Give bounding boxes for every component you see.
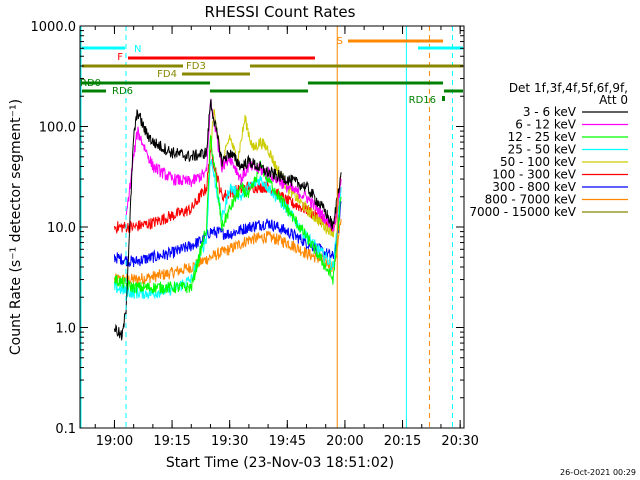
legend: Det 1f,3f,4f,5f,6f,9f, Att 0 3 - 6 keV6 … [469,81,628,219]
series-line-2 [113,134,342,295]
y-tick-label-4: 1000.0 [31,20,77,35]
y-tick-label-3: 100.0 [39,121,76,136]
legend-label-7: 800 - 7000 keV [485,193,577,207]
x-tick-label-0: 19:00 [96,434,133,449]
annotation-label-RD0: RD0 [80,78,101,89]
x-tick-label-5: 20:15 [384,434,421,449]
series-line-1 [125,98,342,232]
annotation-label-RD6: RD6 [112,86,133,97]
legend-label-5: 100 - 300 keV [492,168,576,182]
series-line-7 [113,218,342,285]
x-tick-label-6: 20:30 [441,434,478,449]
legend-label-2: 12 - 25 keV [508,130,577,144]
legend-label-8: 7000 - 15000 keV [469,205,576,219]
legend-label-1: 6 - 12 keV [515,118,577,132]
y-tick-label-0: 0.1 [55,422,76,437]
series-line-4 [210,108,342,238]
timestamp: 26-Oct-2021 00:29 [560,468,636,477]
x-tick-label-2: 19:30 [211,434,248,449]
y-tick-label-1: 1.0 [55,322,76,337]
annotation-label-RD16: RD16 [409,95,436,106]
legend-header-2: Att 0 [599,93,628,107]
y-axis-label: Count Rate (s⁻¹ detector segment⁻¹) [8,99,24,355]
annotation-label-FD3: FD3 [186,61,206,72]
annotation-label-FD4: FD4 [157,69,177,80]
legend-header-1: Det 1f,3f,4f,5f,6f,9f, [509,81,628,95]
annotation-label-N: N [134,44,141,55]
x-tick-label-3: 19:45 [269,434,306,449]
x-tick-label-1: 19:15 [153,434,190,449]
annotation-label-F: F [117,52,123,63]
chart-title: RHESSI Count Rates [205,3,356,21]
rd16-marker [442,96,445,101]
legend-label-6: 300 - 800 keV [492,180,576,194]
x-tick-label-4: 20:00 [326,434,363,449]
legend-label-3: 25 - 50 keV [508,143,577,157]
annotation-label-S: S [337,36,343,47]
legend-label-4: 50 - 100 keV [500,155,577,169]
x-axis-label: Start Time (23-Nov-03 18:51:02) [166,455,394,471]
y-tick-label-2: 10.0 [47,221,76,236]
legend-label-0: 3 - 6 keV [523,105,577,119]
series-line-0 [113,99,342,341]
series-line-6 [113,201,342,268]
